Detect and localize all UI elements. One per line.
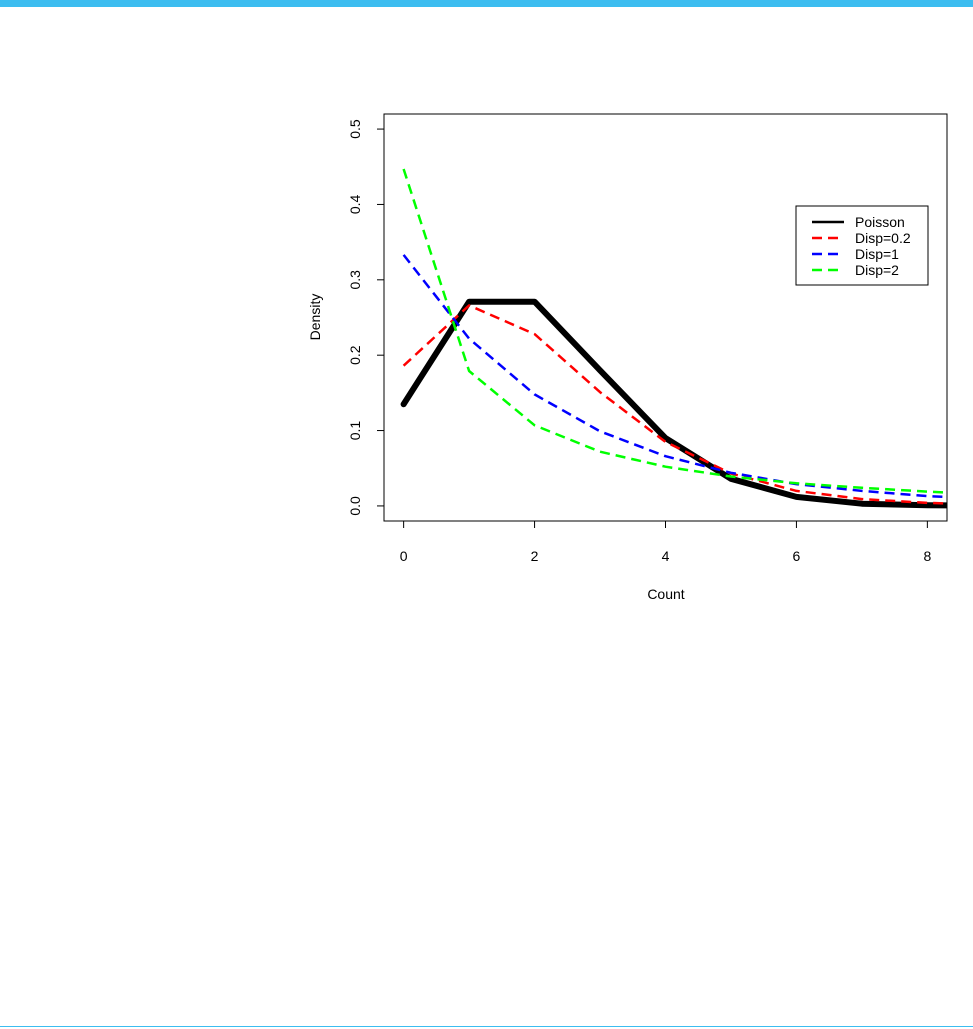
y-tick-label: 0.4 bbox=[347, 195, 363, 215]
x-tick-label: 0 bbox=[400, 548, 408, 564]
series-line-disp-0-2 bbox=[402, 304, 947, 505]
legend-label: Disp=1 bbox=[855, 246, 899, 262]
y-tick-label: 0.2 bbox=[347, 345, 363, 365]
legend-box bbox=[795, 205, 929, 286]
series-line-disp-1 bbox=[402, 254, 947, 499]
x-tick-label: 8 bbox=[923, 548, 931, 564]
window-bottom-accent-line bbox=[0, 1026, 973, 1027]
legend-label: Disp=2 bbox=[855, 262, 899, 278]
x-axis-label: Count bbox=[647, 586, 684, 602]
y-tick-label: 0.5 bbox=[347, 119, 363, 139]
plot-border bbox=[383, 113, 948, 522]
series-line-poisson bbox=[400, 298, 947, 509]
y-tick-label: 0.3 bbox=[347, 270, 363, 290]
series-line-disp-2 bbox=[402, 168, 947, 494]
x-tick-label: 2 bbox=[531, 548, 539, 564]
y-axis-label: Density bbox=[307, 294, 323, 341]
legend-label: Disp=0.2 bbox=[855, 230, 911, 246]
x-tick-label: 6 bbox=[793, 548, 801, 564]
x-tick-label: 4 bbox=[662, 548, 670, 564]
legend-label: Poisson bbox=[855, 214, 905, 230]
y-tick-label: 0.1 bbox=[347, 421, 363, 441]
series-layer bbox=[400, 168, 947, 509]
y-axis: 0.0 0.1 0.2 0.3 0.4 0.5 bbox=[347, 119, 385, 516]
window-top-accent-bar bbox=[0, 0, 973, 7]
x-axis: 0 2 4 6 8 bbox=[400, 520, 931, 564]
y-tick-label: 0.0 bbox=[347, 496, 363, 516]
